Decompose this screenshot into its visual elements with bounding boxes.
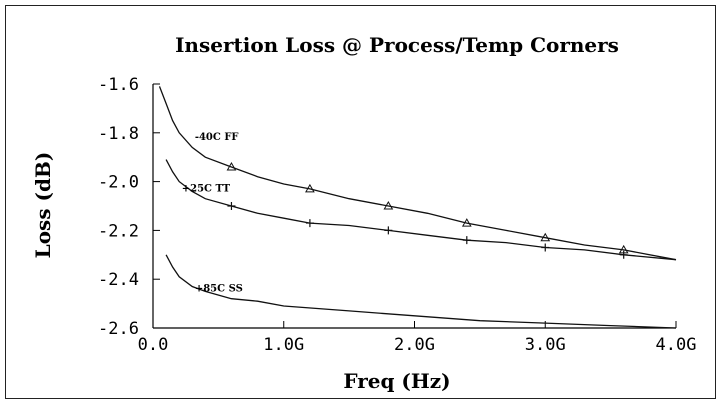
x-tick-label: 0.0 — [138, 335, 169, 355]
y-tick-label: -2.4 — [98, 270, 139, 290]
series-line — [165, 254, 677, 329]
series-line — [165, 159, 677, 261]
series-marker — [383, 200, 394, 210]
series-line — [158, 86, 677, 261]
series-layer: -40C FF +25C TT +85C SS — [158, 86, 677, 329]
y-tick-label: -1.6 — [98, 75, 139, 95]
series-marker — [226, 161, 237, 171]
series-marker — [619, 250, 628, 259]
series-marker — [227, 202, 236, 210]
series-marker — [540, 232, 551, 242]
series-1: +25C TT — [165, 159, 677, 261]
x-tick-label: 2.0G — [394, 335, 435, 355]
series-marker — [305, 219, 314, 228]
x-tick-label: 3.0G — [525, 335, 566, 355]
x-axis-label: Freq (Hz) — [343, 369, 450, 393]
axes: -1.6 -1.8 -2.0 -2.2 -2.4 -2.60.0 1.0G 2.0G 3.0G 4… — [98, 75, 696, 355]
y-tick-label: -1.8 — [98, 124, 139, 144]
x-tick-label: 1.0G — [263, 335, 304, 355]
series-label: -40C FF — [195, 132, 239, 143]
series-marker — [305, 183, 315, 193]
chart-frame — [5, 5, 716, 399]
series-0: -40C FF — [158, 86, 677, 261]
y-tick-label: -2.6 — [98, 319, 139, 339]
series-label: +85C SS — [195, 283, 243, 294]
y-tick-label: -2.2 — [98, 221, 139, 241]
y-tick-label: -2.0 — [98, 173, 139, 193]
series-marker — [384, 226, 393, 235]
series-marker — [461, 218, 472, 227]
chart-title: Insertion Loss @ Process/Temp Corners — [175, 33, 619, 57]
x-tick-label: 4.0G — [656, 335, 697, 355]
series-2: +85C SS — [165, 254, 677, 329]
series-label: +25C TT — [182, 183, 231, 194]
y-axis-label: Loss (dB) — [31, 152, 55, 259]
series-marker — [462, 236, 471, 245]
series-marker — [541, 243, 550, 252]
